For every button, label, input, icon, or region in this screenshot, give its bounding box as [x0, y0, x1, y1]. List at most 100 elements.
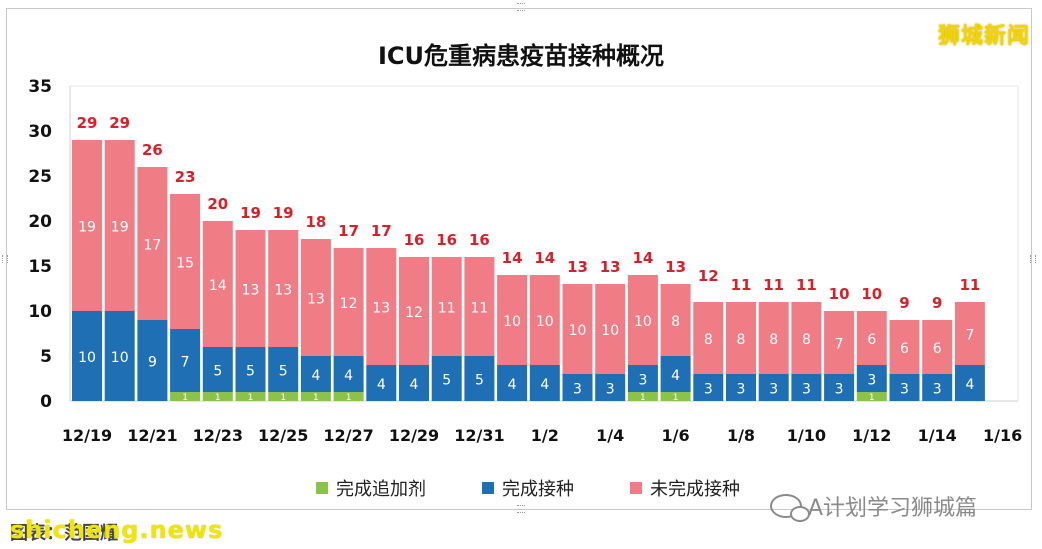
total-value-label: 11 [731, 276, 752, 294]
y-tick-label: 10 [28, 302, 52, 322]
bar-segment [922, 374, 953, 401]
legend-label-completed: 完成接种 [502, 479, 574, 500]
segment-value-label: 10 [78, 350, 96, 366]
bar-segment [693, 302, 724, 374]
total-value-label: 14 [502, 249, 523, 267]
bar-segment [72, 140, 102, 311]
total-value-label: 12 [698, 267, 719, 285]
source-note: 图表：范国耀 [10, 523, 118, 544]
y-tick-label: 5 [40, 347, 52, 367]
bar-segment [202, 392, 233, 401]
bar-segment [627, 365, 658, 392]
segment-value-label: 6 [867, 332, 876, 348]
segment-value-label: 4 [311, 368, 320, 384]
bar-segment [300, 356, 331, 392]
bar-segment [431, 356, 462, 401]
bar-segment [333, 356, 364, 392]
bar-segment [529, 275, 560, 365]
total-value-label: 13 [600, 258, 621, 276]
y-tick-label: 20 [28, 212, 52, 232]
segment-value-label: 1 [215, 393, 221, 403]
bar-segment [726, 374, 756, 401]
total-value-label: 9 [932, 294, 942, 312]
total-value-label: 11 [796, 276, 817, 294]
segment-value-label: 7 [835, 337, 844, 353]
bar-segment [595, 284, 626, 374]
segment-value-label: 15 [176, 256, 194, 272]
bar-segment [889, 374, 920, 401]
segment-value-label: 14 [209, 278, 227, 294]
x-tick-label: 12/27 [323, 426, 373, 445]
bar-segment [856, 392, 887, 401]
segment-value-label: 11 [470, 301, 488, 317]
chart-legend: 完成追加剂 完成接种 未完成接种 [316, 475, 740, 501]
x-tick-label: 1/6 [662, 426, 690, 445]
bar-segment [497, 365, 528, 401]
segment-value-label: 3 [900, 382, 909, 398]
total-value-label: 17 [371, 222, 392, 240]
bar-segment [202, 347, 233, 392]
x-tick-label: 1/10 [787, 426, 826, 445]
segment-value-label: 10 [569, 323, 587, 339]
x-tick-label: 1/4 [596, 426, 624, 445]
bar-segment [300, 392, 331, 401]
segment-value-label: 8 [802, 332, 811, 348]
total-value-label: 13 [567, 258, 588, 276]
segment-value-label: 10 [601, 323, 619, 339]
top-resize-handle[interactable] [517, 3, 525, 11]
segment-value-label: 13 [372, 301, 390, 317]
bar-segment [660, 356, 691, 392]
segment-value-label: 5 [442, 373, 451, 389]
segment-value-label: 1 [182, 393, 188, 403]
bar-segment [399, 365, 429, 401]
bar-segment [137, 320, 168, 401]
segment-value-label: 3 [835, 382, 844, 398]
y-tick-label: 25 [28, 167, 52, 187]
bar-segment [333, 248, 364, 356]
total-value-label: 10 [861, 285, 882, 303]
total-value-label: 26 [142, 141, 163, 159]
segment-value-label: 13 [242, 283, 260, 299]
bar-segment [464, 257, 495, 356]
bar-segment [104, 311, 135, 401]
site-watermark: shicheng.news [10, 516, 224, 544]
total-value-label: 20 [207, 195, 228, 213]
right-resize-handle[interactable] [1030, 255, 1036, 263]
bar-segment [562, 374, 593, 401]
x-tick-label: 1/16 [983, 426, 1022, 445]
segment-value-label: 4 [540, 377, 549, 393]
bar-segment [660, 284, 691, 356]
bar-segment [758, 302, 789, 374]
legend-item-completed: 完成接种 [482, 475, 574, 501]
total-value-label: 23 [175, 168, 196, 186]
left-resize-handle[interactable] [2, 255, 8, 263]
wechat-watermark: A计划学习狮城篇 [770, 490, 977, 522]
bar-segment [856, 365, 887, 392]
x-tick-label: 12/19 [62, 426, 112, 445]
segment-value-label: 8 [737, 332, 746, 348]
y-tick-label: 30 [28, 122, 52, 142]
segment-value-label: 10 [536, 314, 554, 330]
wechat-icon [770, 494, 810, 522]
segment-value-label: 4 [377, 377, 386, 393]
segment-value-label: 3 [704, 382, 713, 398]
bottom-resize-handle[interactable] [517, 505, 525, 513]
segment-value-label: 7 [181, 355, 190, 371]
bar-segment [170, 392, 201, 401]
total-value-label: 17 [338, 222, 359, 240]
segment-value-label: 4 [344, 368, 353, 384]
segment-value-label: 13 [307, 292, 325, 308]
bar-segment [726, 302, 756, 374]
bar-segment [72, 311, 102, 401]
bar-segment [693, 374, 724, 401]
bar-segment [235, 392, 266, 401]
segment-value-label: 19 [78, 220, 96, 236]
bar-segment [954, 302, 985, 365]
bar-segment [954, 365, 985, 401]
total-value-label: 14 [534, 249, 555, 267]
segment-value-label: 3 [606, 382, 615, 398]
bar-segment [758, 374, 789, 401]
legend-swatch-incomplete [630, 482, 642, 494]
legend-item-incomplete: 未完成接种 [630, 475, 740, 501]
